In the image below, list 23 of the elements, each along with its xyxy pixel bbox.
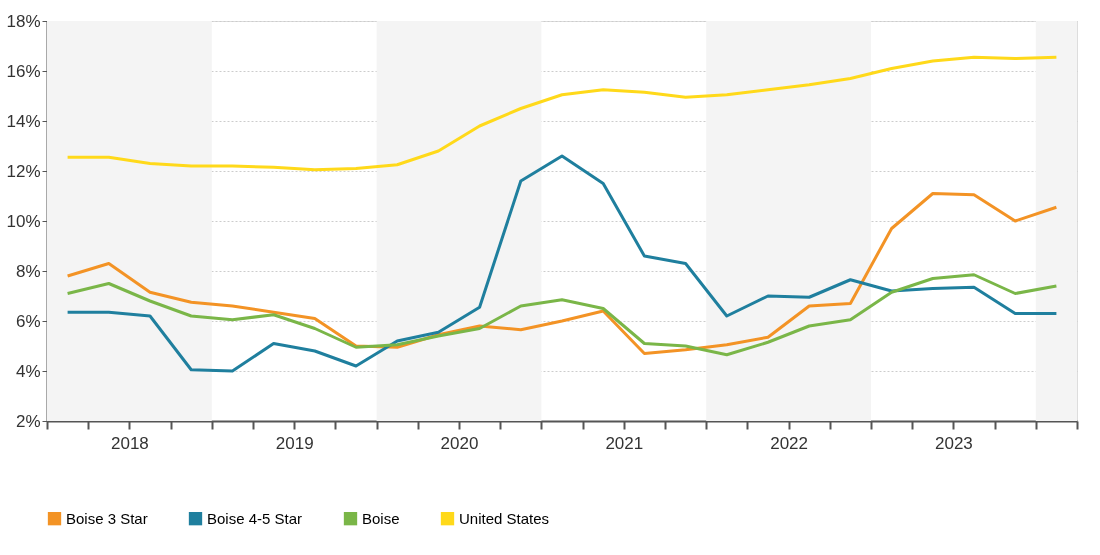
x-tick-label: 2022 [770, 433, 809, 453]
y-tick-label: 4% [15, 361, 41, 381]
y-tick-label: 14% [6, 111, 41, 131]
legend-label: Boise 4-5 Star [207, 509, 303, 527]
x-tick-label: 2023 [934, 433, 973, 453]
line-series [66, 55, 1058, 172]
y-tick-label: 12% [6, 161, 41, 181]
x-tick-label: 2019 [275, 433, 314, 453]
x-tick-label: 2020 [440, 433, 479, 453]
x-tick-label: 2018 [110, 433, 149, 453]
y-tick-label: 18% [6, 11, 41, 31]
line-series [66, 192, 1058, 355]
y-tick-label: 2% [15, 411, 41, 431]
y-tick-label: 10% [6, 211, 41, 231]
legend-label: United States [459, 509, 550, 527]
line-series [66, 273, 1058, 357]
y-tick-label: 6% [15, 311, 41, 331]
legend-label: Boise 3 Star [66, 509, 148, 527]
legend-label: Boise [362, 509, 400, 527]
y-tick-label: 8% [15, 261, 41, 281]
line-series [66, 154, 1058, 373]
y-tick-label: 16% [6, 61, 41, 81]
x-tick-label: 2021 [605, 433, 644, 453]
